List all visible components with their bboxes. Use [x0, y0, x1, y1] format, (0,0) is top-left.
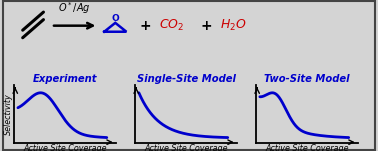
Text: $\mathit{H_2O}$: $\mathit{H_2O}$ — [220, 18, 247, 33]
Title: Single-Site Model: Single-Site Model — [136, 74, 235, 84]
X-axis label: Active Site Coverage: Active Site Coverage — [265, 144, 349, 151]
Text: $\mathit{CO_2}$: $\mathit{CO_2}$ — [160, 18, 184, 33]
Text: +: + — [140, 19, 151, 33]
X-axis label: Active Site Coverage: Active Site Coverage — [23, 144, 107, 151]
Title: Experiment: Experiment — [33, 74, 97, 84]
Text: $\mathit{O^*/Ag}$: $\mathit{O^*/Ag}$ — [58, 0, 91, 16]
Title: Two-Site Model: Two-Site Model — [264, 74, 350, 84]
Text: +: + — [200, 19, 212, 33]
Text: O: O — [112, 14, 119, 23]
Y-axis label: Selectivity: Selectivity — [4, 93, 13, 135]
X-axis label: Active Site Coverage: Active Site Coverage — [144, 144, 228, 151]
